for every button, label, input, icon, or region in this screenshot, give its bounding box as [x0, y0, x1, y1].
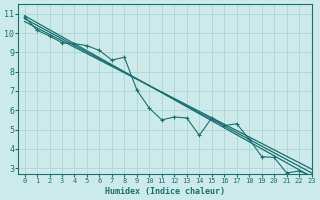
- X-axis label: Humidex (Indice chaleur): Humidex (Indice chaleur): [105, 187, 225, 196]
